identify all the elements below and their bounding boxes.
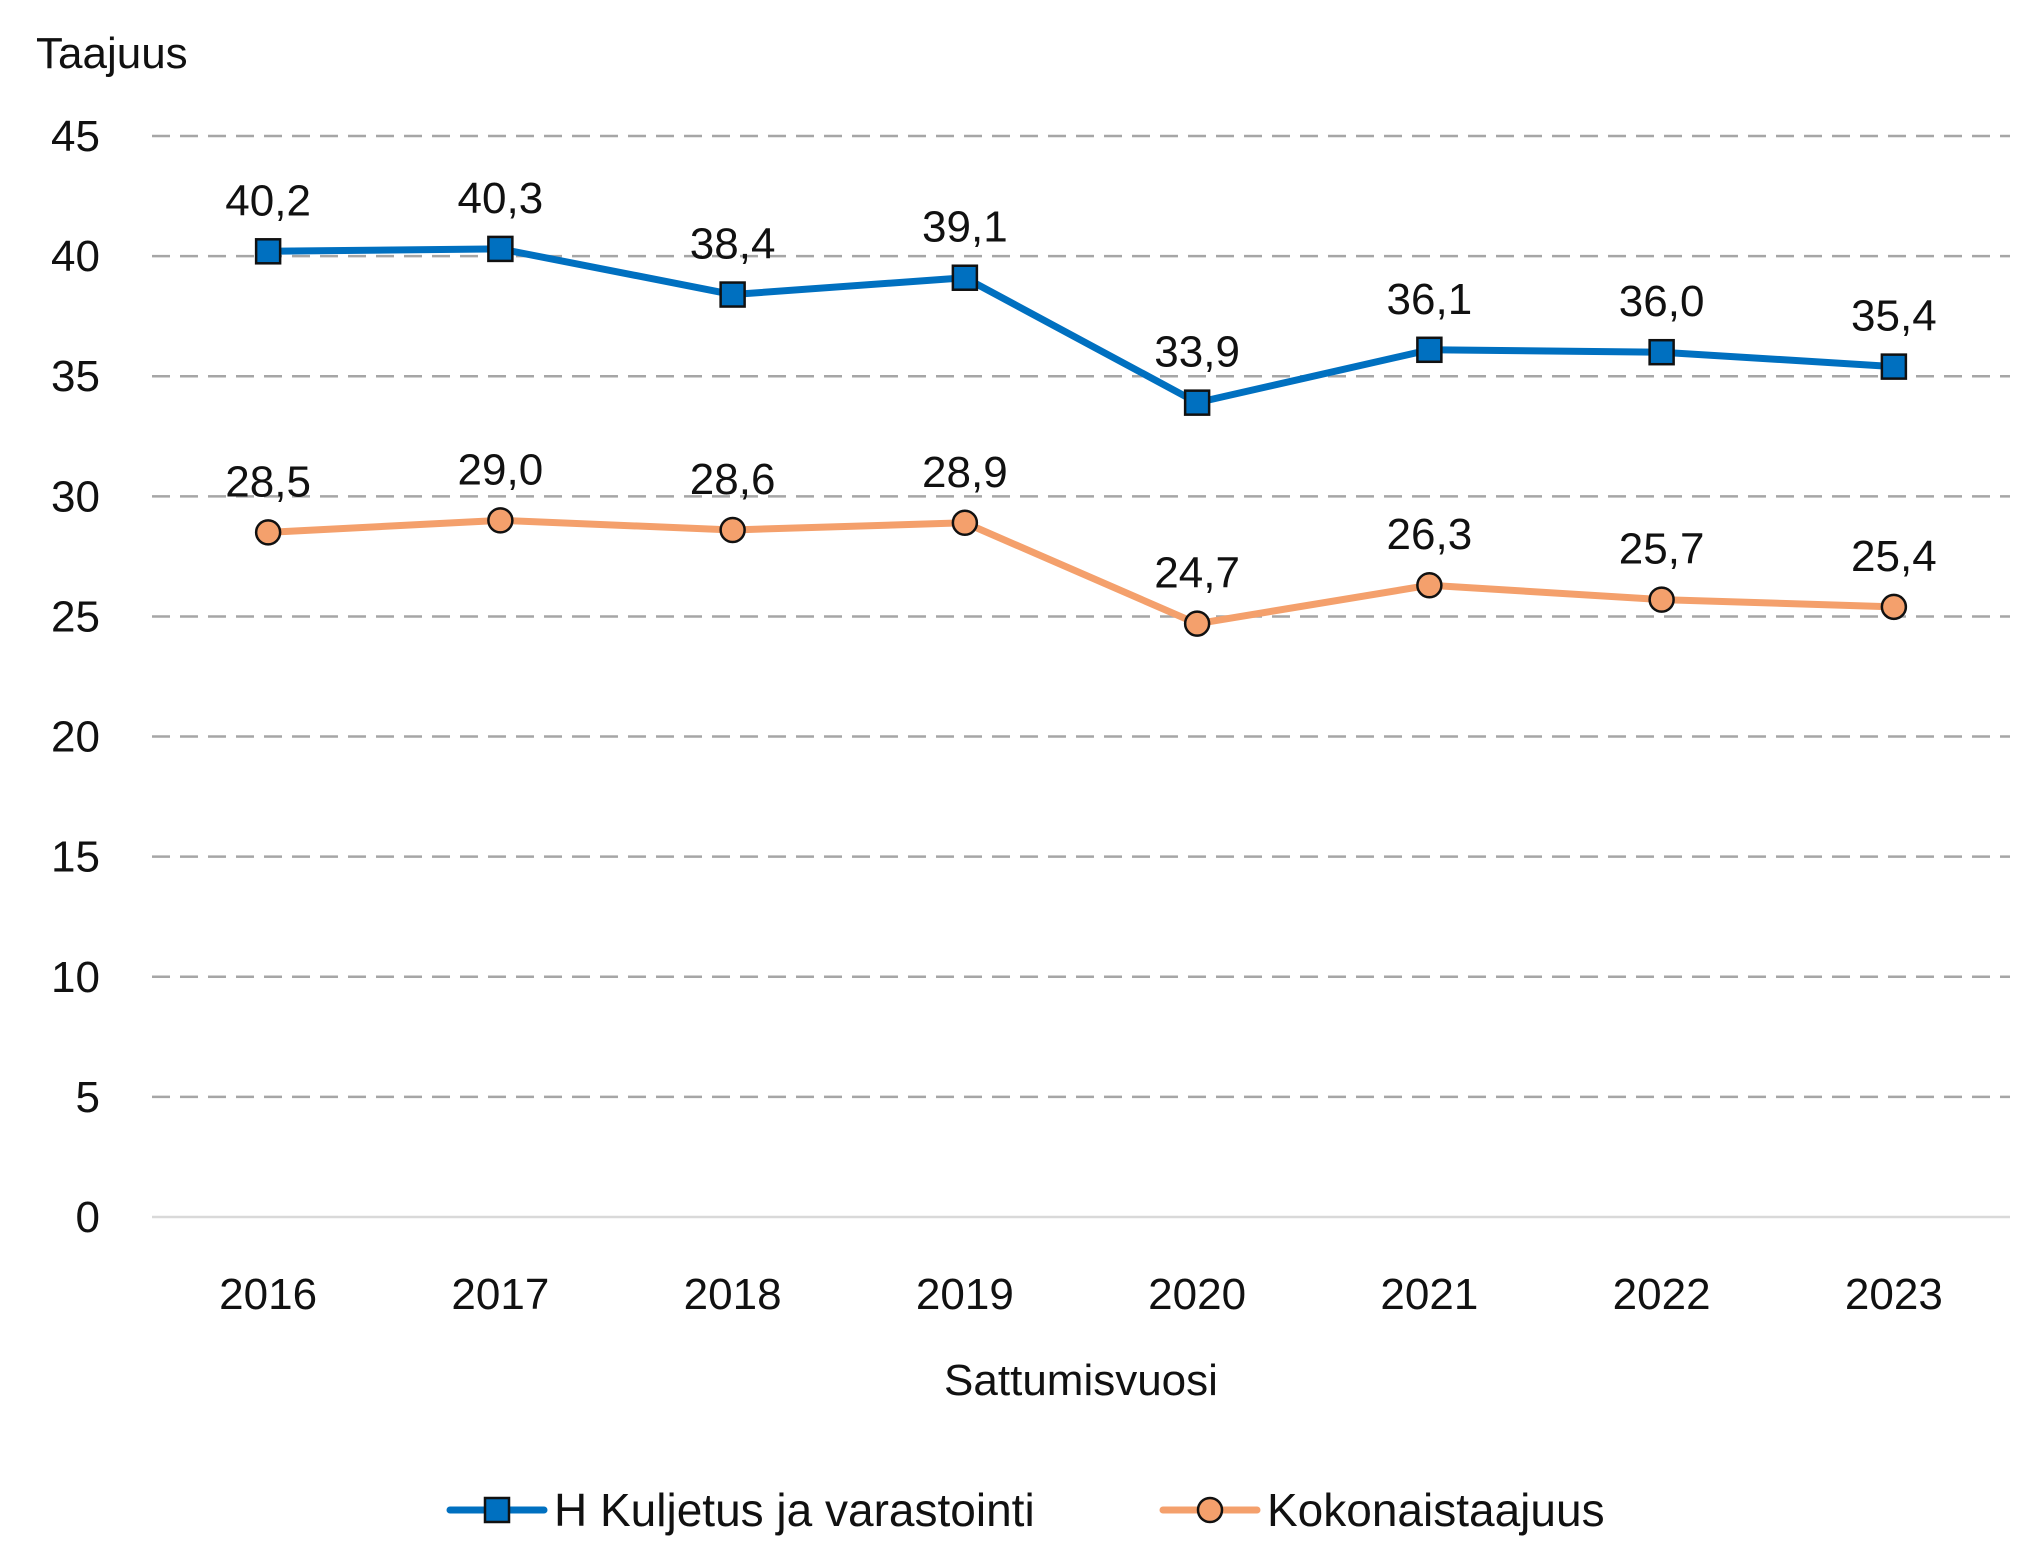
data-point-circle — [719, 516, 746, 544]
data-point-square — [1648, 338, 1675, 366]
data-point-circle — [1648, 586, 1675, 613]
data-label: 29,0 — [458, 445, 544, 494]
data-label: 25,4 — [1851, 532, 1937, 581]
gridlines — [152, 134, 2010, 1219]
data-point-circle — [951, 509, 979, 537]
x-tick-label: 2022 — [1613, 1270, 1711, 1319]
data-point-square — [254, 238, 282, 265]
series-markers — [254, 235, 1908, 637]
data-label: 36,0 — [1619, 277, 1705, 326]
y-tick-label: 40 — [51, 232, 100, 281]
y-tick-label: 15 — [51, 833, 100, 882]
data-point-square — [1880, 353, 1908, 380]
data-label: 35,4 — [1851, 292, 1937, 341]
x-axis-ticks: 2016 2017 2018 2019 2020 2021 2022 2023 — [219, 1270, 1943, 1319]
x-tick-label: 2019 — [916, 1270, 1014, 1319]
data-point-square — [719, 281, 746, 308]
y-tick-label: 0 — [76, 1193, 100, 1242]
y-tick-label: 45 — [51, 112, 100, 161]
data-label: 38,4 — [690, 220, 776, 269]
y-tick-label: 35 — [51, 352, 100, 401]
data-point-square — [1416, 336, 1443, 364]
data-label: 28,9 — [922, 448, 1008, 497]
legend-label: H Kuljetus ja varastointi — [554, 1484, 1035, 1536]
x-tick-label: 2021 — [1380, 1270, 1478, 1319]
data-point-circle — [1183, 610, 1211, 637]
series-lines — [264, 245, 1898, 628]
x-tick-label: 2017 — [451, 1270, 549, 1319]
data-point-square — [487, 235, 514, 263]
legend-marker-circle — [1196, 1496, 1224, 1524]
data-label: 28,6 — [690, 455, 776, 504]
x-axis-title: Sattumisvuosi — [944, 1356, 1218, 1405]
data-point-circle — [487, 507, 514, 534]
data-label: 25,7 — [1619, 525, 1705, 574]
x-tick-label: 2016 — [219, 1270, 317, 1319]
data-label: 28,5 — [225, 457, 311, 506]
data-label: 33,9 — [1154, 328, 1240, 377]
data-point-circle — [254, 519, 282, 546]
data-label: 40,2 — [225, 176, 311, 225]
series-line-kokonaistaajuus — [264, 516, 1898, 628]
y-axis-title: Taajuus — [36, 29, 188, 78]
data-point-circle — [1416, 571, 1443, 599]
x-tick-label: 2023 — [1845, 1270, 1943, 1319]
legend-label: Kokonaistaajuus — [1267, 1484, 1605, 1536]
legend: H Kuljetus ja varastointi Kokonaistaajuus — [446, 1484, 1605, 1536]
data-label: 39,1 — [922, 203, 1008, 252]
data-point-square — [1183, 389, 1211, 416]
y-tick-label: 5 — [76, 1073, 100, 1122]
x-tick-label: 2020 — [1148, 1270, 1246, 1319]
data-label: 24,7 — [1154, 549, 1240, 598]
y-tick-label: 20 — [51, 713, 100, 762]
y-tick-label: 10 — [51, 953, 100, 1002]
y-tick-label: 30 — [51, 472, 100, 521]
y-tick-label: 25 — [51, 592, 100, 641]
data-label: 26,3 — [1387, 510, 1473, 559]
series-line-kuljetus — [264, 245, 1898, 407]
y-axis-ticks: 0 5 10 15 20 25 30 35 40 45 — [51, 112, 100, 1242]
data-label: 40,3 — [458, 174, 544, 223]
data-point-circle — [1880, 593, 1908, 621]
data-label: 36,1 — [1387, 275, 1473, 324]
x-tick-label: 2018 — [684, 1270, 782, 1319]
data-point-square — [951, 264, 979, 291]
legend-marker-square — [483, 1496, 511, 1524]
data-labels: 40,2 40,3 38,4 39,1 33,9 36,1 36,0 35,4 28,5 29,0… — [225, 174, 1936, 598]
